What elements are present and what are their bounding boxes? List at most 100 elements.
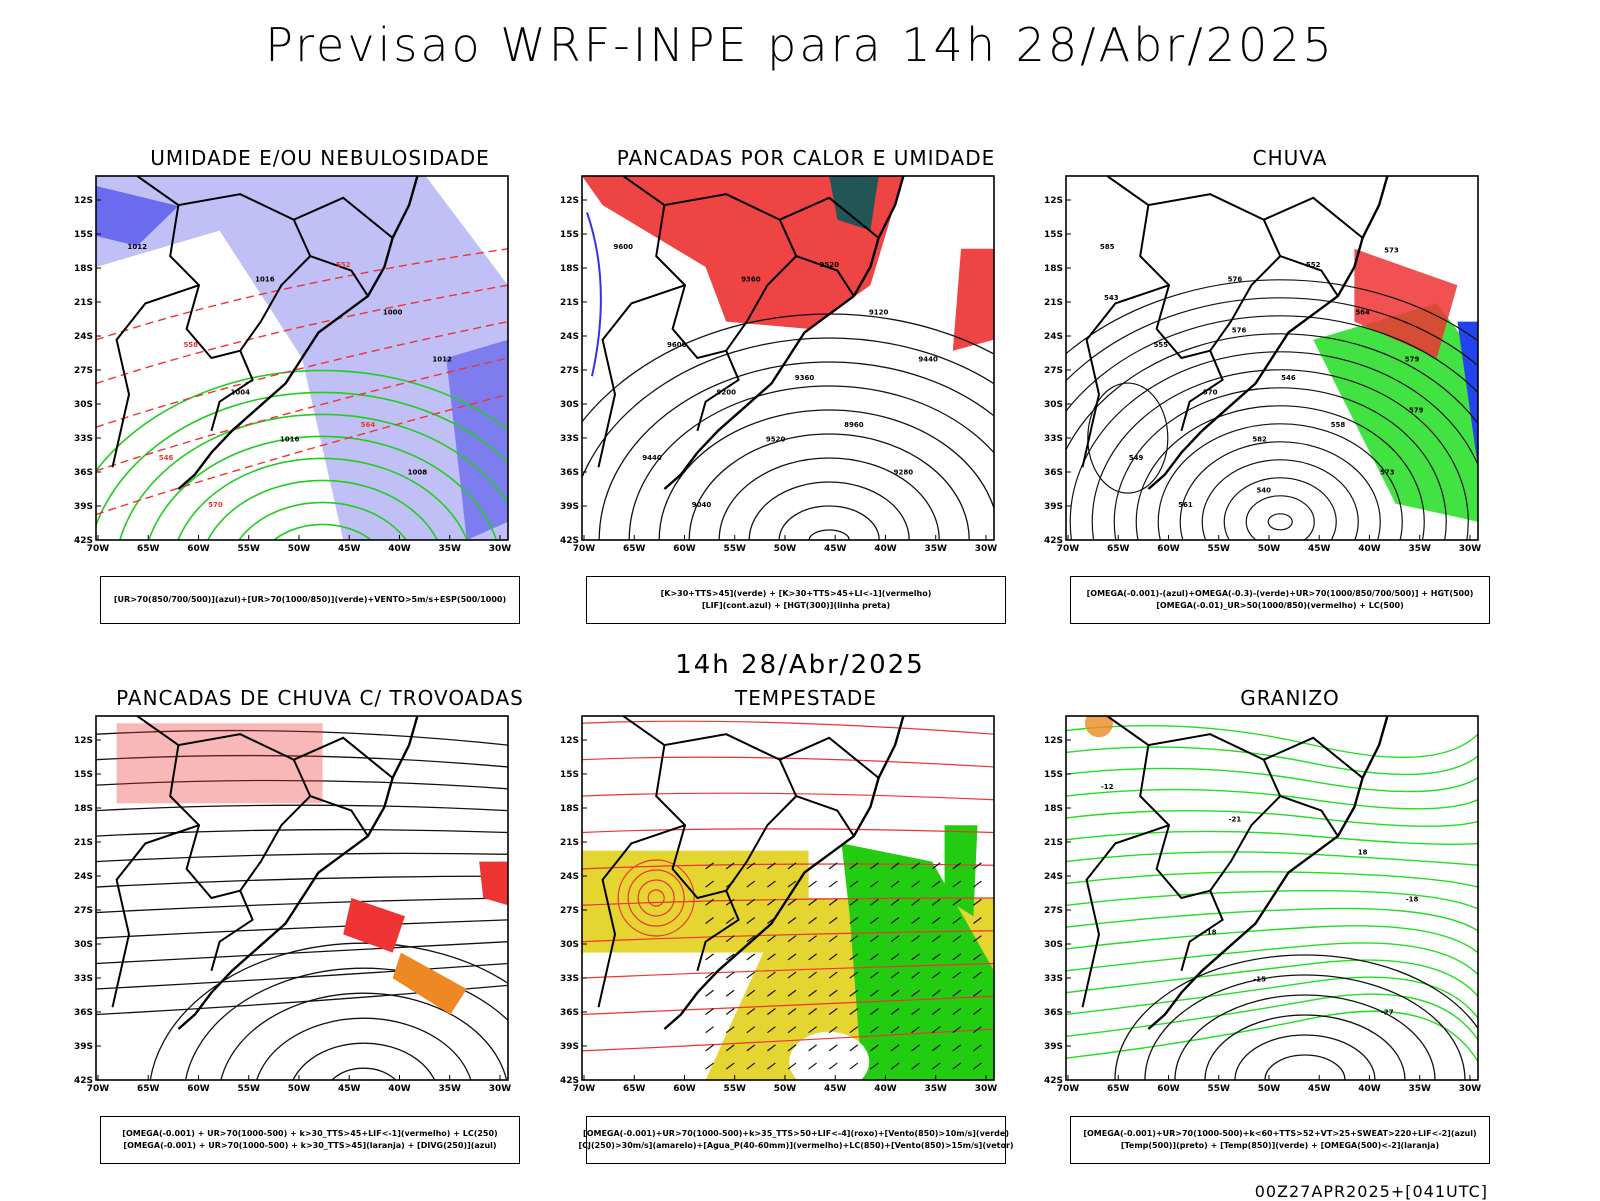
lat-tick-label: 18S: [74, 264, 93, 274]
contour-label: 9360: [741, 276, 761, 284]
lat-tick-label: 42S: [560, 1076, 579, 1086]
lat-tick-label: 30S: [560, 400, 579, 410]
lon-tick-label: 65W: [623, 544, 646, 554]
contour-label: -12: [1101, 783, 1114, 791]
contour-label: -15: [1253, 976, 1266, 984]
lon-tick-label: 55W: [1208, 544, 1231, 554]
contour-label: 564: [1355, 308, 1370, 316]
lon-tick-label: 55W: [238, 1084, 261, 1094]
lat-tick-label: 24S: [560, 872, 579, 882]
contour-label: 1016: [255, 276, 275, 284]
legend-box: [OMEGA(-0.001)+UR>70(1000-500)+k<60+TTS>…: [1070, 1116, 1490, 1164]
contour-label: 9600: [667, 341, 687, 349]
panel-granizo: GRANIZO 12S 15S 18S 21S 24S 27S 30S 33S 36S 39S 42…: [1040, 686, 1540, 1196]
lon-tick-label: 65W: [137, 1084, 160, 1094]
lat-tick-label: 12S: [1044, 196, 1063, 206]
contour-label: 576: [1228, 276, 1243, 284]
lat-tick-label: 15S: [74, 770, 93, 780]
lon-tick-label: 45W: [824, 1084, 847, 1094]
contour-label: -18: [1204, 928, 1217, 936]
contour-label: 576: [1232, 327, 1247, 335]
contour-label: 561: [1178, 501, 1193, 509]
lat-tick-label: 33S: [560, 974, 579, 984]
lon-tick-label: 50W: [1258, 1084, 1281, 1094]
contour-label: 573: [1384, 246, 1399, 254]
contour-label: 579: [1405, 356, 1420, 364]
lon-tick-label: 40W: [388, 544, 411, 554]
legend-line: [CJ(250)>30m/s](amarelo)+[Agua_P(40-60mm…: [578, 1141, 1014, 1150]
legend-line: [OMEGA(-0.01)_UR>50(1000/850)(vermelho) …: [1156, 601, 1404, 610]
lat-tick-label: 24S: [1044, 872, 1063, 882]
lat-tick-label: 24S: [74, 872, 93, 882]
contour-label: 9120: [869, 308, 889, 316]
lat-tick-label: 36S: [1044, 468, 1063, 478]
lat-tick-label: 24S: [1044, 332, 1063, 342]
lat-tick-label: 24S: [74, 332, 93, 342]
lon-tick-label: 60W: [1157, 544, 1180, 554]
lat-tick-label: 12S: [560, 196, 579, 206]
contour-label: 546: [159, 454, 174, 462]
contour-label: 9360: [795, 374, 815, 382]
contour-label: 546: [1281, 374, 1296, 382]
panel-chuva: CHUVA 12S 15S 18S 21S 24S 27S 30S 33S 36S 39S 42S 7…: [1040, 146, 1540, 656]
panel-title: TEMPESTADE: [735, 686, 877, 710]
lat-tick-label: 15S: [560, 230, 579, 240]
lat-tick-label: 39S: [74, 502, 93, 512]
lon-tick-label: 55W: [724, 544, 747, 554]
contour-label: 9520: [819, 261, 839, 269]
lon-tick-label: 30W: [975, 544, 998, 554]
contour-label: 1012: [127, 243, 147, 251]
panel-title: PANCADAS POR CALOR E UMIDADE: [616, 146, 996, 170]
lat-tick-label: 36S: [74, 1008, 93, 1018]
contour-label: 585: [1100, 243, 1115, 251]
lat-tick-label: 18S: [74, 804, 93, 814]
lat-tick-label: 39S: [1044, 502, 1063, 512]
contour-label: 1004: [230, 388, 250, 396]
lon-tick-label: 45W: [338, 1084, 361, 1094]
lat-tick-label: 42S: [74, 1076, 93, 1086]
lon-tick-label: 70W: [573, 544, 596, 554]
lon-tick-label: 30W: [1459, 544, 1482, 554]
contour-label: 573: [1380, 468, 1395, 476]
lon-tick-label: 35W: [924, 1084, 947, 1094]
lat-tick-label: 18S: [560, 804, 579, 814]
legend-line: [K>30+TTS>45](verde) + [K>30+TTS>45+LI<-…: [660, 589, 932, 598]
contour-label: 579: [1409, 407, 1424, 415]
contour-label: -27: [1381, 1008, 1394, 1016]
lat-tick-label: 27S: [74, 906, 93, 916]
lat-tick-label: 12S: [1044, 736, 1063, 746]
lat-tick-label: 30S: [1044, 400, 1063, 410]
legend-box: [OMEGA(-0.001)-(azul)+OMEGA(-0.3)-(verde…: [1070, 576, 1490, 624]
legend-box: [OMEGA(-0.001) + UR>70(1000-500) + k>30_…: [100, 1116, 520, 1164]
contour-label: 1016: [280, 436, 300, 444]
lat-tick-label: 30S: [1044, 940, 1063, 950]
lat-tick-label: 30S: [560, 940, 579, 950]
contour-label: 564: [361, 421, 376, 429]
lat-tick-label: 18S: [560, 264, 579, 274]
contour-label: 552: [336, 261, 351, 269]
lat-tick-label: 39S: [74, 1042, 93, 1052]
lat-tick-label: 21S: [1044, 838, 1063, 848]
lon-tick-label: 55W: [238, 544, 261, 554]
lon-tick-label: 50W: [288, 1084, 311, 1094]
lat-tick-label: 42S: [1044, 536, 1063, 546]
panel-title: GRANIZO: [1240, 686, 1340, 710]
lat-tick-label: 12S: [560, 736, 579, 746]
lat-tick-label: 21S: [74, 838, 93, 848]
lat-tick-label: 42S: [74, 536, 93, 546]
contour-label: 555: [1153, 341, 1168, 349]
lat-tick-label: 33S: [74, 974, 93, 984]
lon-tick-label: 30W: [975, 1084, 998, 1094]
lon-tick-label: 60W: [1157, 1084, 1180, 1094]
contour-label: 9600: [613, 243, 633, 251]
lon-tick-label: 45W: [824, 544, 847, 554]
contour-label: 1012: [432, 356, 452, 364]
lat-tick-label: 42S: [560, 536, 579, 546]
lat-tick-label: 39S: [560, 502, 579, 512]
lat-tick-label: 30S: [74, 940, 93, 950]
mid-forecast-time: 14h 28/Abr/2025: [675, 650, 925, 680]
lon-tick-label: 50W: [774, 1084, 797, 1094]
